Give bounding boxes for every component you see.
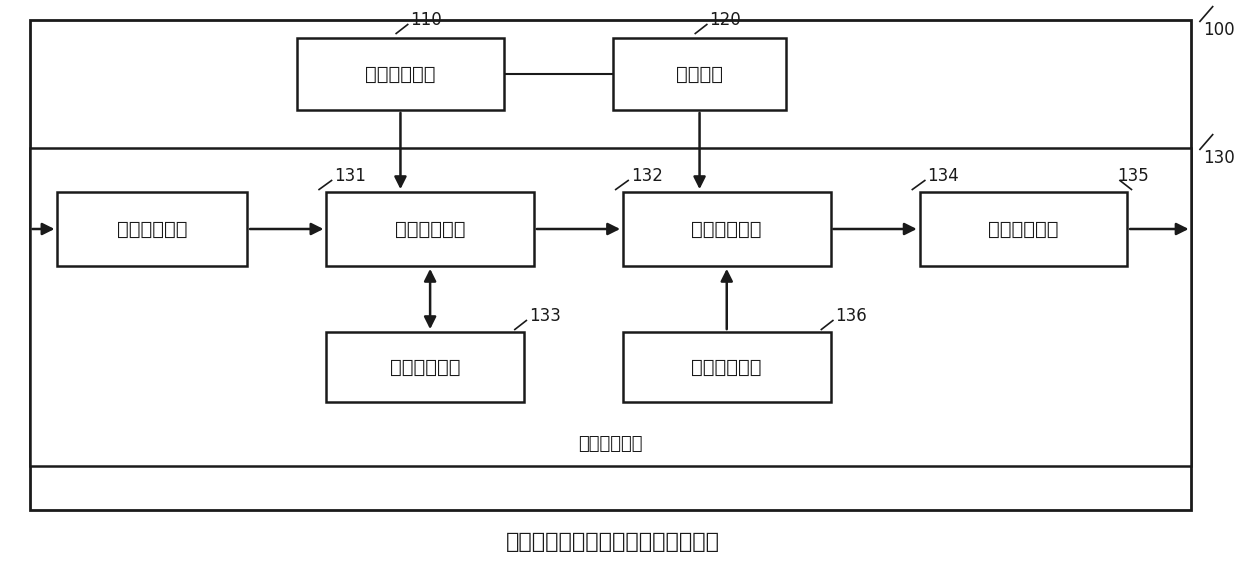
Text: 数据采集模块: 数据采集模块 bbox=[117, 219, 187, 238]
Text: 134: 134 bbox=[928, 167, 960, 185]
Text: 120: 120 bbox=[709, 11, 742, 29]
Bar bbox=[326, 192, 534, 266]
Bar bbox=[30, 148, 1192, 466]
Text: 矩阵生成模块: 矩阵生成模块 bbox=[692, 357, 763, 377]
Bar bbox=[622, 332, 831, 402]
Text: 130: 130 bbox=[1203, 149, 1235, 167]
Bar bbox=[920, 192, 1127, 266]
Text: 尖峰检测模块: 尖峰检测模块 bbox=[389, 357, 460, 377]
Text: 时钟分频模块: 时钟分频模块 bbox=[366, 64, 435, 83]
Text: 136: 136 bbox=[836, 307, 867, 325]
Text: 数据发送模块: 数据发送模块 bbox=[988, 219, 1059, 238]
Bar bbox=[622, 192, 831, 266]
Text: 133: 133 bbox=[529, 307, 560, 325]
Text: 主控模块: 主控模块 bbox=[676, 64, 723, 83]
Text: 基于压缩感知的生物电信号处理电路: 基于压缩感知的生物电信号处理电路 bbox=[506, 532, 720, 552]
Text: 110: 110 bbox=[410, 11, 443, 29]
Text: 135: 135 bbox=[1117, 167, 1149, 185]
Bar bbox=[296, 38, 505, 110]
Bar bbox=[613, 38, 786, 110]
Text: 131: 131 bbox=[335, 167, 366, 185]
Text: 压缩存储模块: 压缩存储模块 bbox=[692, 219, 763, 238]
Text: 数据处理模块: 数据处理模块 bbox=[578, 435, 642, 453]
Bar bbox=[57, 192, 247, 266]
Text: 100: 100 bbox=[1203, 21, 1235, 39]
Bar bbox=[326, 332, 525, 402]
Bar bbox=[30, 20, 1192, 510]
Text: 数据流向模块: 数据流向模块 bbox=[394, 219, 465, 238]
Text: 132: 132 bbox=[631, 167, 662, 185]
